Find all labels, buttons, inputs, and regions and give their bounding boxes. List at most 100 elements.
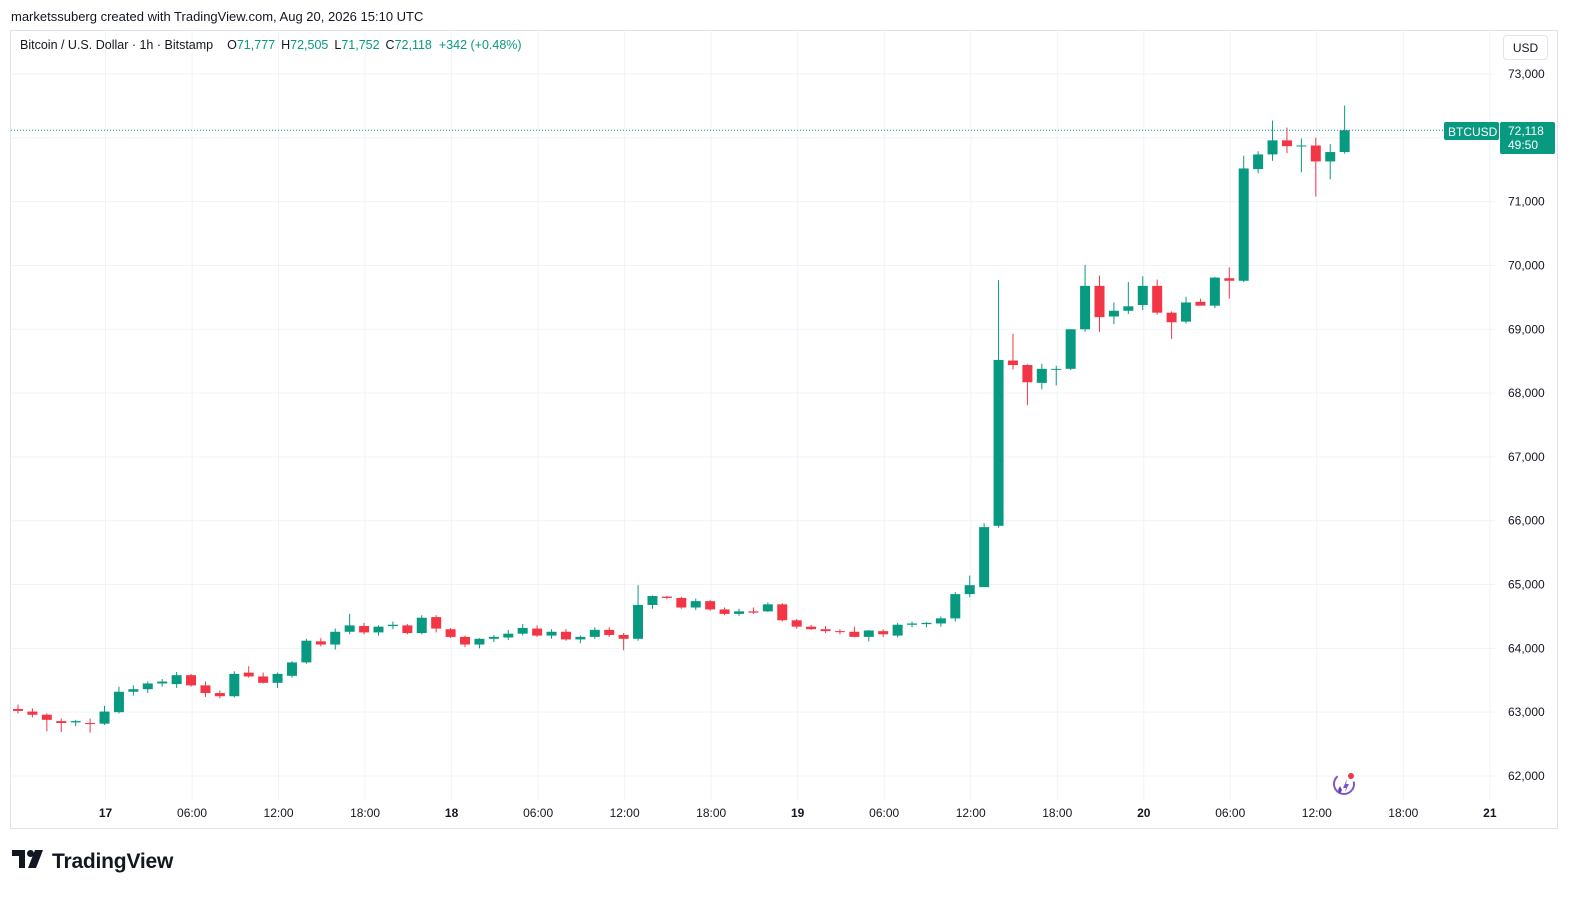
- candle-body: [142, 683, 153, 690]
- time-tick-label: 18:00: [1042, 806, 1072, 820]
- candle: [85, 718, 96, 733]
- candle-body: [171, 675, 182, 685]
- candle: [575, 635, 586, 644]
- candle: [186, 673, 197, 687]
- candle: [56, 718, 67, 732]
- candle-body: [387, 624, 398, 627]
- candle: [330, 628, 341, 650]
- candle-body: [1181, 302, 1192, 322]
- candle: [157, 678, 168, 687]
- candle-body: [200, 685, 211, 694]
- candle-body: [1123, 306, 1134, 311]
- candle-body: [618, 634, 629, 639]
- candle: [1209, 276, 1220, 309]
- price-tick-label: 65,000: [1508, 578, 1545, 592]
- candle: [243, 666, 254, 678]
- candle-body: [560, 631, 571, 640]
- candle-body: [1224, 278, 1235, 281]
- time-tick-label: 06:00: [869, 806, 899, 820]
- tradingview-logo-icon: [12, 849, 46, 874]
- candle: [979, 523, 990, 588]
- legend-symbol[interactable]: Bitcoin / U.S. Dollar · 1h · Bitstamp: [20, 38, 214, 52]
- chart-pane[interactable]: [10, 30, 1558, 829]
- candle-body: [113, 691, 124, 713]
- candle: [1051, 365, 1062, 386]
- candle-body: [258, 676, 269, 683]
- candle-body: [589, 629, 600, 637]
- candle: [705, 599, 716, 611]
- candle-body: [359, 626, 370, 633]
- price-tick-label: 62,000: [1508, 769, 1545, 783]
- time-axis: 17 06:00 12:00 18:00 18 06:00 12:00 18:00 19 06:0…: [99, 806, 1497, 820]
- price-tick-label: 70,000: [1508, 258, 1545, 272]
- time-tick-label: 17: [99, 806, 113, 820]
- candle-body: [460, 636, 471, 645]
- candle: [1166, 311, 1177, 339]
- candle: [13, 704, 23, 714]
- time-tick-label: 18:00: [696, 806, 726, 820]
- candle-body: [330, 631, 341, 645]
- candle-body: [748, 611, 759, 613]
- candle: [70, 719, 81, 727]
- candle: [41, 713, 52, 732]
- candle-body: [243, 672, 254, 677]
- candle: [1253, 151, 1264, 174]
- time-tick-label: 12:00: [264, 806, 294, 820]
- candle-body: [402, 625, 413, 634]
- candle: [1339, 105, 1350, 154]
- candle-body: [1267, 140, 1278, 155]
- candles: [13, 105, 1350, 733]
- currency-button[interactable]: USD: [1503, 35, 1548, 60]
- candle: [1281, 127, 1292, 154]
- legend-change: +342 (+0.48%): [438, 38, 522, 52]
- candle-body: [964, 585, 975, 595]
- candle: [719, 607, 730, 616]
- candle: [849, 626, 860, 638]
- sparkle-badge-icon[interactable]: [1330, 770, 1358, 798]
- tradingview-brand[interactable]: TradingView: [12, 849, 173, 874]
- candle-body: [315, 641, 326, 645]
- candle-body: [575, 636, 586, 640]
- candle: [1152, 279, 1163, 315]
- candle-body: [286, 662, 297, 676]
- candle-body: [27, 711, 38, 715]
- legend-low-label: L: [334, 38, 342, 52]
- candle: [907, 621, 918, 628]
- candle: [387, 621, 398, 630]
- price-tick-label: 64,000: [1508, 641, 1545, 655]
- candle: [1325, 144, 1336, 180]
- candle: [99, 705, 110, 725]
- grid: [11, 31, 1495, 800]
- legend-close: 72,118: [394, 38, 432, 52]
- candle-body: [921, 622, 932, 625]
- candle: [402, 624, 413, 635]
- candle: [1267, 120, 1278, 161]
- symbol-price-tag: BTCUSD: [1444, 122, 1499, 140]
- candle: [993, 280, 1004, 528]
- candle: [503, 629, 514, 641]
- candle-body: [488, 636, 499, 639]
- candle-body: [70, 721, 81, 723]
- last-price-tag: 72,118 49:50: [1500, 122, 1555, 154]
- candle: [604, 627, 615, 637]
- candle-body: [690, 601, 701, 608]
- candle: [128, 685, 139, 696]
- candle: [878, 629, 889, 637]
- candle-body: [1007, 360, 1018, 366]
- candle: [460, 635, 471, 648]
- chart-attribution: marketssuberg created with TradingView.c…: [11, 9, 424, 24]
- price-tick-label: 71,000: [1508, 195, 1545, 209]
- candle-body: [950, 594, 961, 619]
- time-tick-label: 20: [1137, 806, 1151, 820]
- candle-body: [935, 618, 946, 624]
- candle: [1195, 298, 1206, 306]
- candle-body: [734, 611, 744, 614]
- candle: [1238, 155, 1249, 283]
- price-tick-label: 69,000: [1508, 322, 1545, 336]
- candle: [113, 686, 124, 714]
- candle: [820, 626, 831, 634]
- candle: [921, 622, 932, 628]
- candle: [734, 608, 744, 616]
- time-tick-label: 06:00: [1215, 806, 1245, 820]
